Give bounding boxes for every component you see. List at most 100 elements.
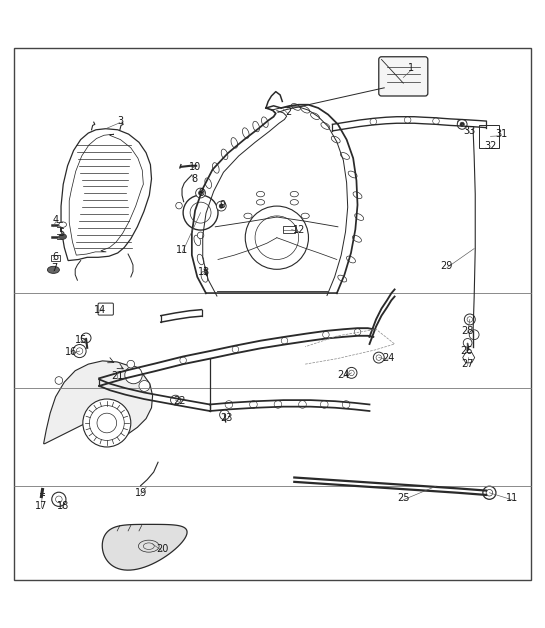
Ellipse shape	[59, 222, 66, 227]
Text: 23: 23	[220, 413, 232, 423]
Text: 24: 24	[382, 352, 394, 362]
Circle shape	[250, 401, 257, 408]
Ellipse shape	[195, 215, 202, 225]
Text: 14: 14	[94, 305, 106, 315]
Text: 29: 29	[441, 261, 453, 271]
Ellipse shape	[353, 192, 362, 198]
Ellipse shape	[353, 236, 361, 242]
Ellipse shape	[301, 106, 310, 113]
Circle shape	[180, 357, 186, 364]
Ellipse shape	[253, 121, 259, 132]
Text: 9: 9	[219, 200, 226, 210]
Circle shape	[125, 366, 142, 384]
Text: 27: 27	[462, 359, 474, 369]
Circle shape	[81, 333, 91, 343]
Text: 2: 2	[286, 107, 292, 117]
Ellipse shape	[199, 196, 205, 207]
Ellipse shape	[262, 117, 268, 127]
Text: 12: 12	[293, 225, 305, 235]
Circle shape	[219, 204, 223, 208]
Text: 6: 6	[52, 252, 59, 263]
Bar	[479, 126, 499, 148]
Circle shape	[464, 314, 475, 325]
Ellipse shape	[231, 138, 238, 148]
Circle shape	[225, 401, 233, 408]
Circle shape	[457, 119, 464, 126]
Text: 32: 32	[485, 141, 496, 151]
Circle shape	[122, 371, 129, 378]
Ellipse shape	[331, 136, 340, 143]
Ellipse shape	[213, 163, 219, 173]
Circle shape	[183, 195, 218, 230]
Circle shape	[346, 367, 357, 378]
Circle shape	[483, 486, 496, 499]
Polygon shape	[61, 129, 152, 261]
Polygon shape	[44, 361, 153, 444]
Circle shape	[245, 206, 308, 269]
Text: 10: 10	[189, 162, 201, 172]
Ellipse shape	[221, 149, 228, 160]
Text: 13: 13	[198, 267, 210, 277]
Ellipse shape	[292, 104, 300, 111]
Ellipse shape	[341, 153, 349, 160]
Bar	[51, 254, 60, 261]
Text: 31: 31	[495, 129, 507, 139]
Circle shape	[83, 399, 131, 447]
Text: 8: 8	[191, 174, 197, 184]
Ellipse shape	[59, 234, 66, 239]
Circle shape	[404, 117, 411, 123]
FancyBboxPatch shape	[98, 303, 113, 315]
Text: 19: 19	[135, 488, 147, 498]
Circle shape	[171, 395, 180, 405]
Text: 16: 16	[65, 347, 77, 357]
Circle shape	[323, 332, 329, 338]
Text: 33: 33	[464, 126, 476, 136]
Circle shape	[320, 401, 328, 408]
Ellipse shape	[205, 178, 211, 188]
Text: 3: 3	[117, 116, 123, 126]
Ellipse shape	[197, 254, 204, 265]
Circle shape	[198, 191, 203, 195]
Ellipse shape	[348, 171, 357, 178]
Text: 9: 9	[198, 188, 205, 198]
Text: 20: 20	[156, 544, 168, 555]
Text: 25: 25	[397, 493, 409, 503]
Circle shape	[463, 338, 472, 347]
Bar	[283, 225, 295, 234]
Circle shape	[299, 401, 306, 408]
Circle shape	[370, 118, 377, 125]
Ellipse shape	[194, 235, 201, 246]
FancyBboxPatch shape	[379, 57, 428, 96]
Text: 11: 11	[177, 246, 189, 255]
Circle shape	[281, 337, 288, 344]
Text: 21: 21	[111, 371, 123, 381]
Text: 7: 7	[51, 263, 57, 273]
Text: 22: 22	[174, 396, 186, 406]
Ellipse shape	[47, 266, 59, 273]
Text: 15: 15	[75, 335, 87, 345]
Text: 24: 24	[337, 370, 349, 380]
Circle shape	[467, 317, 473, 322]
Circle shape	[460, 122, 464, 126]
Circle shape	[342, 401, 350, 408]
Ellipse shape	[347, 256, 355, 263]
Circle shape	[196, 188, 205, 198]
Text: 11: 11	[506, 493, 518, 503]
Ellipse shape	[201, 272, 208, 282]
Circle shape	[219, 202, 226, 209]
Circle shape	[197, 232, 204, 239]
Ellipse shape	[311, 113, 319, 119]
Text: 1: 1	[408, 63, 415, 73]
Text: 17: 17	[35, 501, 47, 511]
Circle shape	[457, 119, 467, 129]
Circle shape	[469, 330, 479, 340]
Circle shape	[373, 352, 384, 363]
Text: 18: 18	[57, 501, 69, 511]
Circle shape	[232, 346, 239, 353]
Ellipse shape	[355, 214, 364, 220]
Text: 28: 28	[462, 327, 474, 337]
Ellipse shape	[338, 275, 347, 282]
Circle shape	[220, 410, 229, 420]
Text: 5: 5	[58, 229, 65, 239]
Circle shape	[354, 328, 361, 335]
